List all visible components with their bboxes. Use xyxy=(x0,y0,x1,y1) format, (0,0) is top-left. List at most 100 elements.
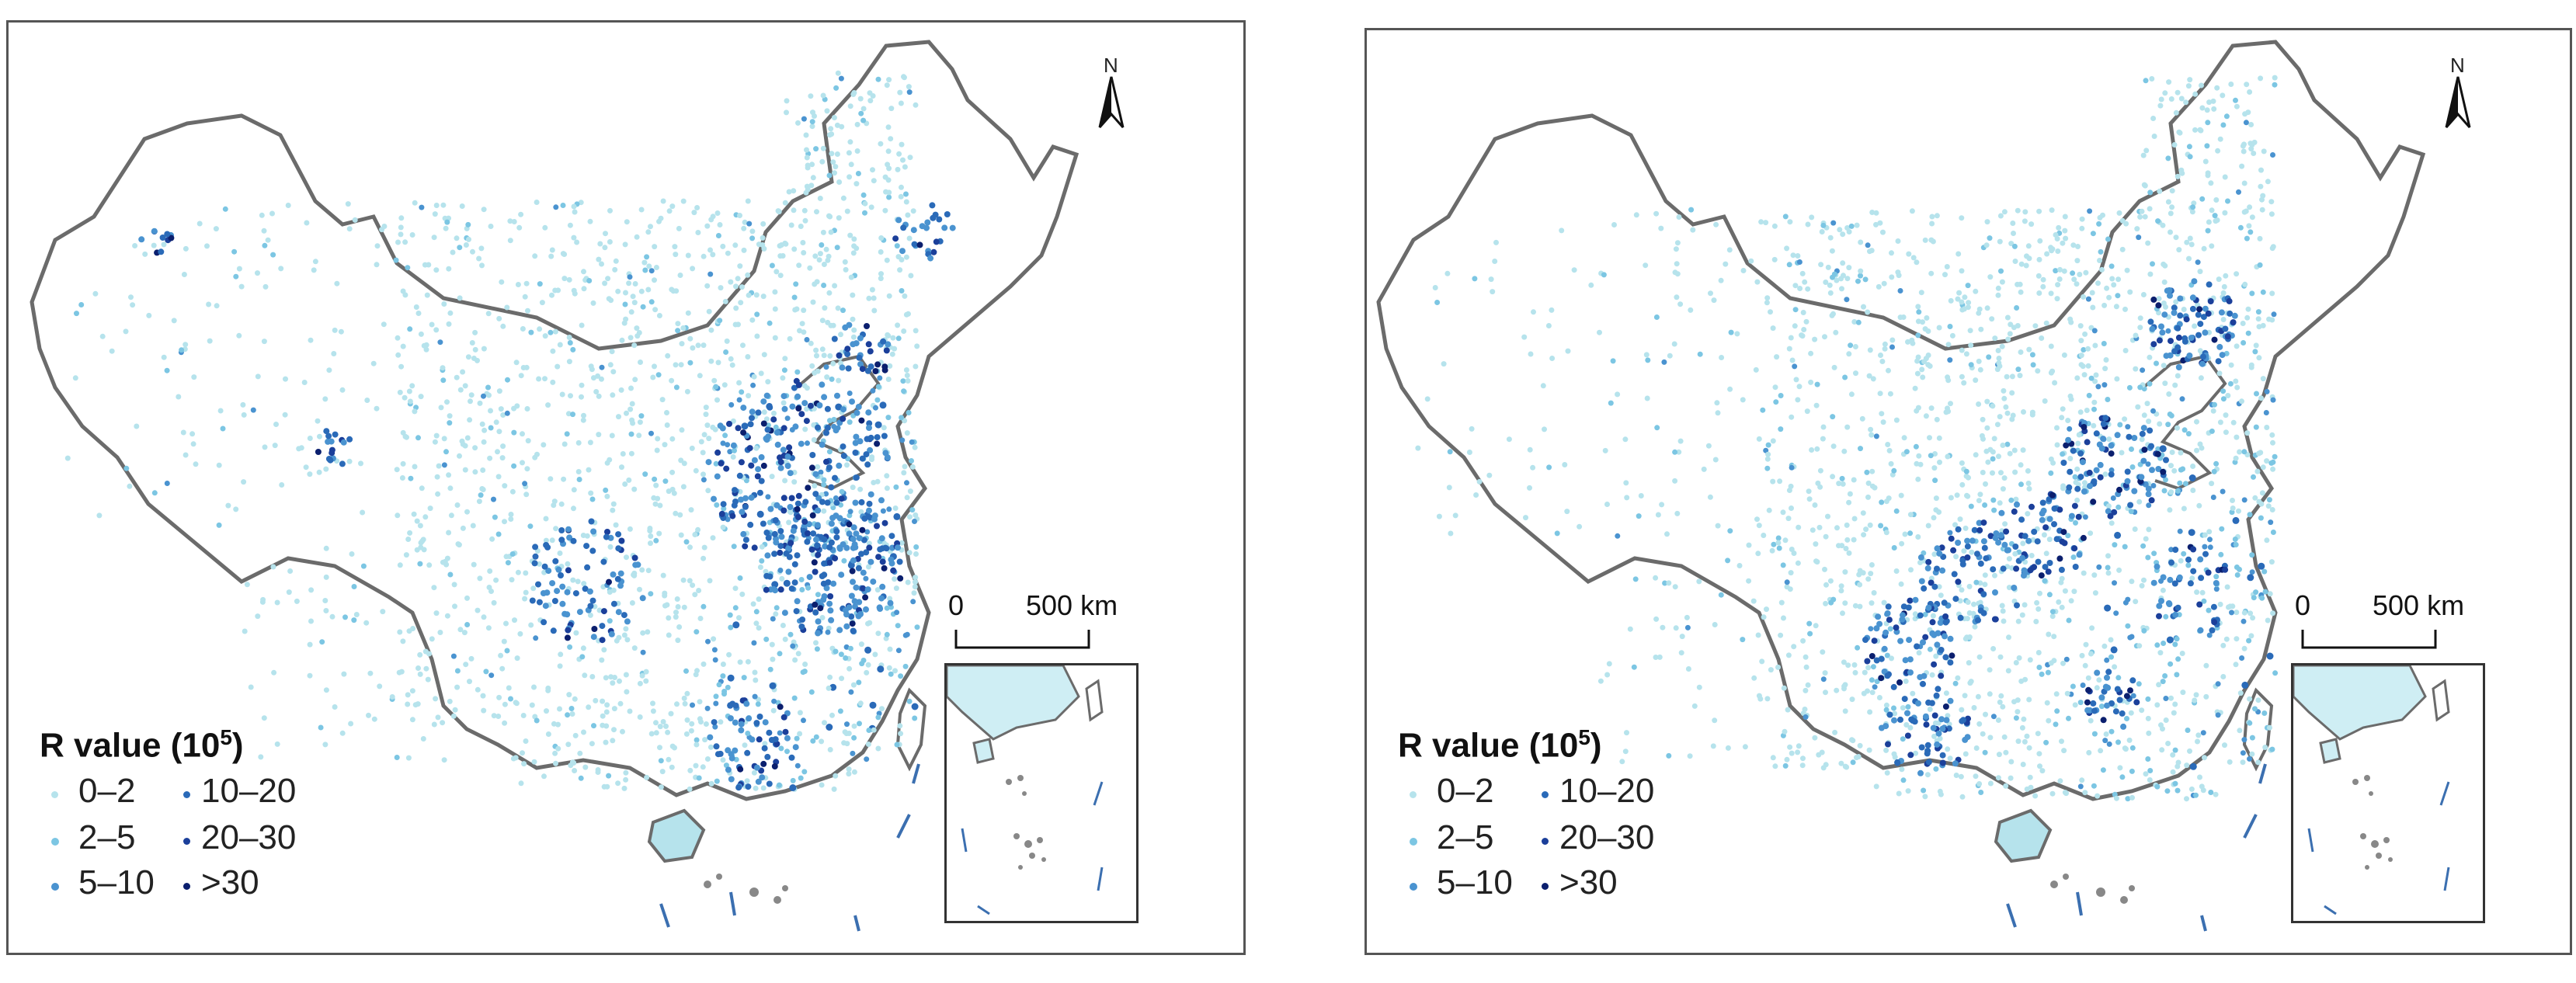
station-point xyxy=(689,445,695,451)
station-point xyxy=(1889,344,1895,350)
station-point xyxy=(851,90,857,96)
station-point xyxy=(851,327,857,333)
station-point xyxy=(1947,530,1953,536)
station-point xyxy=(742,219,748,225)
station-point xyxy=(523,492,530,498)
station-point xyxy=(421,342,427,349)
station-point xyxy=(255,270,260,276)
station-point xyxy=(470,248,475,255)
station-point xyxy=(1874,679,1880,685)
station-point xyxy=(2202,551,2209,557)
station-point xyxy=(2122,599,2129,606)
station-point xyxy=(748,494,755,501)
station-point xyxy=(1876,620,1883,627)
station-point xyxy=(853,584,860,591)
station-point xyxy=(851,735,857,741)
station-point xyxy=(769,262,775,269)
station-point xyxy=(1684,624,1691,630)
station-point xyxy=(2053,232,2059,238)
station-point xyxy=(739,509,746,516)
station-point xyxy=(857,438,864,445)
station-point xyxy=(643,678,649,684)
station-point xyxy=(742,495,749,502)
station-point xyxy=(2021,572,2027,579)
station-point xyxy=(826,132,833,138)
station-point xyxy=(2088,651,2094,657)
station-point xyxy=(523,738,529,744)
station-point xyxy=(2186,144,2192,150)
station-point xyxy=(2117,765,2123,771)
station-point xyxy=(2202,755,2207,761)
station-point xyxy=(611,727,617,733)
station-point xyxy=(2105,564,2111,571)
station-point xyxy=(1959,587,1965,593)
station-point xyxy=(1917,612,1924,619)
station-point xyxy=(2129,446,2134,452)
station-point xyxy=(425,676,431,683)
station-point xyxy=(550,348,556,354)
station-point xyxy=(2258,183,2264,189)
station-point xyxy=(893,585,899,592)
station-point xyxy=(2042,578,2048,584)
station-point xyxy=(2104,674,2110,681)
station-point xyxy=(2133,332,2139,339)
station-point xyxy=(405,537,412,542)
station-point xyxy=(847,509,853,515)
station-point xyxy=(448,512,454,519)
station-point xyxy=(803,132,809,138)
station-point xyxy=(604,529,610,535)
station-point xyxy=(2163,304,2168,310)
station-point xyxy=(856,599,863,606)
station-point xyxy=(867,434,874,441)
station-point xyxy=(2222,742,2227,749)
station-point xyxy=(860,585,867,592)
station-point xyxy=(705,638,711,644)
station-point xyxy=(728,356,734,362)
station-point xyxy=(2190,488,2196,493)
station-point xyxy=(1820,424,1827,430)
station-point xyxy=(1754,516,1760,523)
station-point xyxy=(96,512,103,519)
station-point xyxy=(2054,296,2060,302)
station-point xyxy=(882,544,889,551)
station-point xyxy=(2147,354,2153,360)
station-point xyxy=(785,545,791,552)
station-point xyxy=(728,279,734,285)
station-point xyxy=(2241,645,2247,651)
station-point xyxy=(853,530,860,537)
station-point xyxy=(2168,661,2174,667)
station-point xyxy=(1773,399,1779,405)
station-point xyxy=(1998,509,2005,516)
station-point xyxy=(2081,488,2088,495)
station-point xyxy=(1527,446,1533,453)
station-point xyxy=(397,629,403,635)
station-point xyxy=(703,405,709,411)
station-point xyxy=(1813,402,1820,408)
station-point xyxy=(1873,210,1879,216)
station-point xyxy=(851,236,857,242)
station-point xyxy=(1882,629,1889,636)
station-point xyxy=(2043,320,2049,326)
station-point xyxy=(684,690,690,696)
station-point xyxy=(2169,204,2175,210)
station-point xyxy=(1795,253,1801,259)
station-point xyxy=(2096,677,2102,683)
station-point xyxy=(857,335,864,342)
station-point xyxy=(2205,310,2212,317)
station-point xyxy=(2026,486,2032,492)
station-point xyxy=(410,626,416,631)
station-point xyxy=(2022,738,2028,745)
station-point xyxy=(805,440,810,446)
station-point xyxy=(2064,690,2070,696)
station-point xyxy=(787,540,794,547)
station-point xyxy=(531,684,537,690)
station-point xyxy=(72,375,78,381)
station-point xyxy=(2268,519,2274,526)
station-point xyxy=(2096,441,2103,448)
station-point xyxy=(2155,446,2161,452)
station-point xyxy=(1846,265,1852,271)
station-point xyxy=(2146,419,2152,425)
station-point xyxy=(2108,728,2115,735)
station-point xyxy=(1938,716,1945,723)
station-point xyxy=(2267,591,2273,597)
